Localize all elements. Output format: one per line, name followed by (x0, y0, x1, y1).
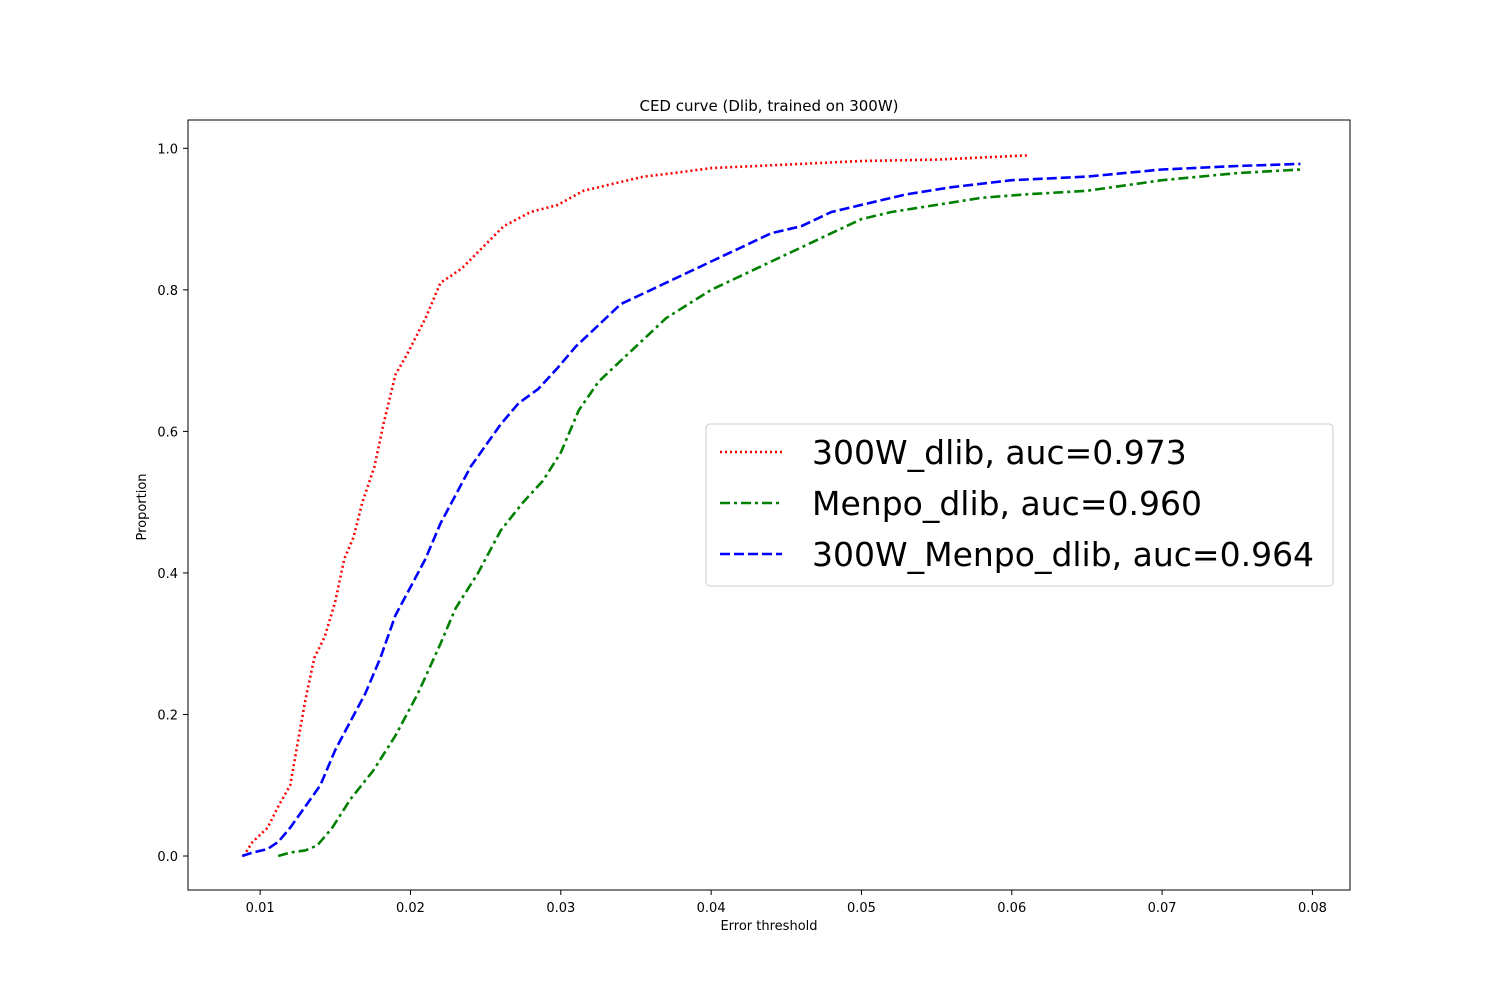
y-tick-label: 1.0 (157, 142, 178, 157)
axes-frame (187, 119, 1351, 891)
x-axis-label: Error threshold (720, 919, 817, 934)
x-tick-label: 0.08 (1298, 901, 1327, 916)
y-tick-label: 0.6 (157, 425, 178, 440)
legend-label-2: 300W_Menpo_dlib, auc=0.964 (812, 535, 1314, 574)
axes: 0.01 0.02 0.03 0.04 0.05 0.06 0.07 0.08 0.0 0.2 0.… (157, 119, 1351, 916)
y-axis-label: Proportion (135, 473, 150, 540)
x-tick-label: 0.04 (697, 901, 726, 916)
y-tick-label: 0.2 (157, 708, 178, 723)
x-tick-label: 0.01 (246, 901, 275, 916)
x-tick-label: 0.02 (396, 901, 425, 916)
chart-title: CED curve (Dlib, trained on 300W) (639, 97, 898, 115)
x-tick-label: 0.05 (847, 901, 876, 916)
x-tick-label: 0.03 (546, 901, 575, 916)
x-tick-label: 0.07 (1148, 901, 1177, 916)
y-tick-label: 0.4 (157, 567, 178, 582)
x-tick-label: 0.06 (997, 901, 1026, 916)
legend-label-1: Menpo_dlib, auc=0.960 (812, 484, 1202, 523)
plot-area (241, 154, 1301, 858)
y-tick-label: 0.8 (157, 284, 178, 299)
series-line-1 (277, 168, 1301, 858)
y-tick-label: 0.0 (157, 850, 178, 865)
series-line-2 (241, 162, 1301, 858)
legend: 300W_dlib, auc=0.973 Menpo_dlib, auc=0.96… (705, 423, 1334, 587)
legend-label-0: 300W_dlib, auc=0.973 (812, 433, 1187, 472)
series-line-0 (242, 154, 1027, 857)
legend-box (705, 423, 1334, 587)
